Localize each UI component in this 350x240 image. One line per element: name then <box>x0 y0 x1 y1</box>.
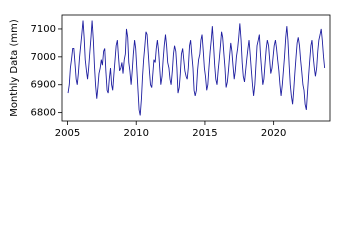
y-axis-label: Monthly Data (mm) <box>9 19 20 117</box>
data-line <box>67 20 326 116</box>
x-tick-label: 2020 <box>261 128 286 139</box>
y-tick-label: 7000 <box>31 52 56 63</box>
chart: Monthly Data (mm) 6800 6900 7000 7100 2005 20… <box>9 14 331 139</box>
y-tick-label: 6900 <box>31 80 56 91</box>
page: Monthly Data (mm) 6800 6900 7000 7100 2005 20… <box>9 14 331 139</box>
plot-frame <box>61 14 331 122</box>
x-tick-label: 2005 <box>55 128 80 139</box>
y-tick-label: 7100 <box>31 24 56 35</box>
y-tick-label: 6800 <box>31 108 56 119</box>
x-tick-label: 2010 <box>123 128 148 139</box>
x-tick-label: 2015 <box>192 128 217 139</box>
